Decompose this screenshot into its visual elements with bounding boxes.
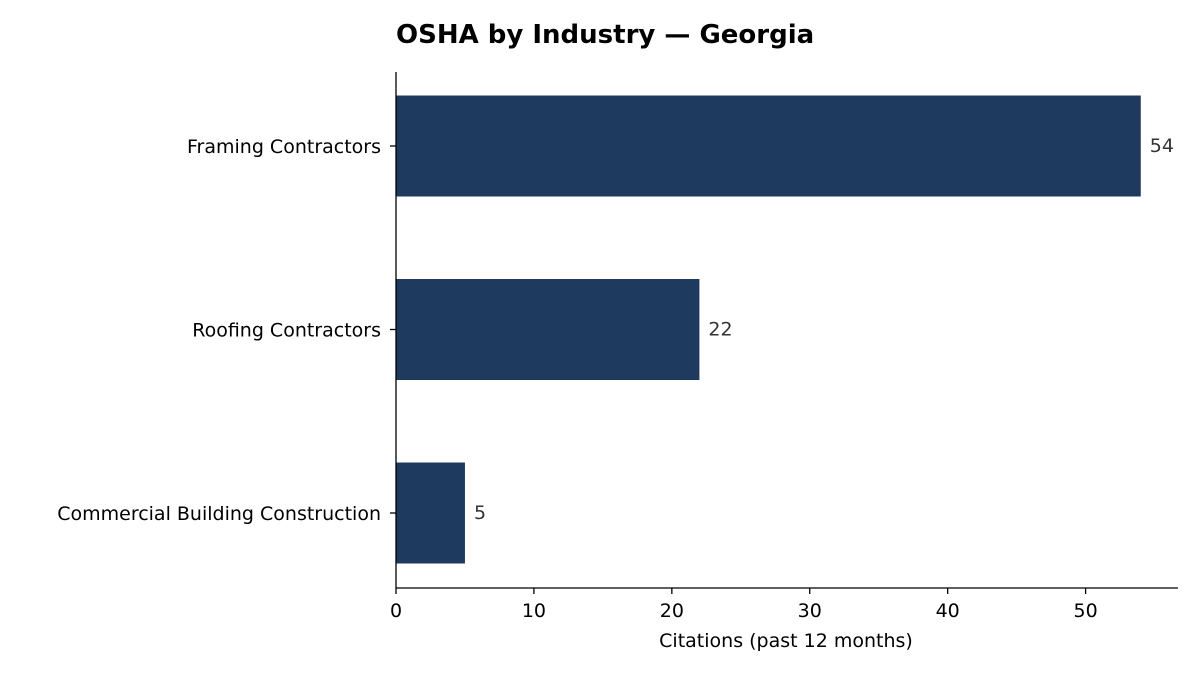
x-tick-label: 50	[1074, 600, 1098, 622]
x-tick-label: 20	[660, 600, 684, 622]
bar-commercial-building-construction	[396, 462, 465, 564]
x-axis-title: Citations (past 12 months)	[659, 630, 913, 652]
x-tick-label: 0	[390, 600, 402, 622]
y-tick-label-roofing-contractors: Roofing Contractors	[192, 320, 381, 342]
x-tick-label: 40	[936, 600, 960, 622]
data-label-roofing-contractors: 22	[708, 319, 732, 341]
x-tick-label: 10	[522, 600, 546, 622]
bars-layer	[396, 95, 1141, 564]
y-axis-ticks: Framing Contractors Roofing Contractors Co…	[57, 136, 396, 525]
y-tick-label-commercial-building-construction: Commercial Building Construction	[57, 503, 381, 525]
bar-framing-contractors	[396, 95, 1141, 197]
data-labels: 54 22 5	[474, 135, 1174, 524]
data-label-framing-contractors: 54	[1150, 135, 1174, 157]
x-axis-ticks: 0 10 20 30 40 50	[390, 588, 1098, 622]
y-tick-label-framing-contractors: Framing Contractors	[187, 136, 381, 158]
chart-title: OSHA by Industry — Georgia	[396, 20, 814, 50]
x-tick-label: 30	[798, 600, 822, 622]
bar-roofing-contractors	[396, 279, 700, 380]
data-label-commercial-building-construction: 5	[474, 502, 486, 524]
